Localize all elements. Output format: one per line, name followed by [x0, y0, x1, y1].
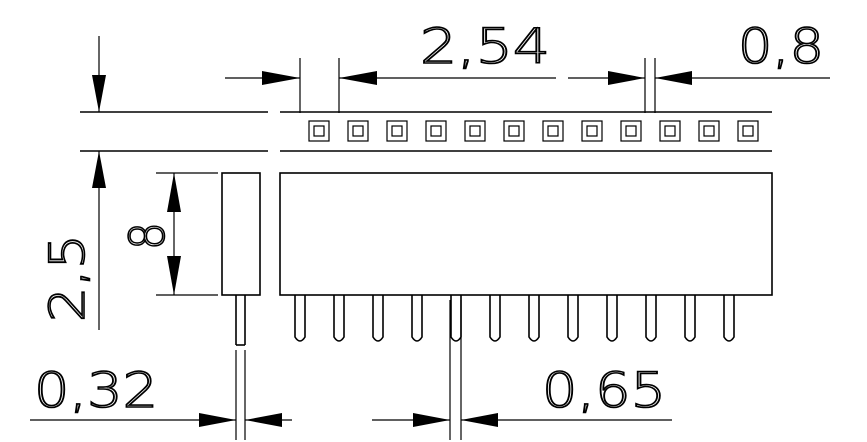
pad-row [308, 120, 759, 142]
pin [450, 295, 462, 342]
row-height-label: 2,5 [40, 234, 96, 322]
body-height-dimension: 8 [119, 172, 218, 296]
pin [294, 295, 306, 342]
pad [386, 120, 408, 142]
pin [528, 295, 540, 342]
pad-width-dimension: 0,8 [568, 18, 830, 113]
pad [425, 120, 447, 142]
pad [737, 120, 759, 142]
pitch-dimension: 2,54 [225, 18, 556, 113]
pin [606, 295, 618, 342]
pin [333, 295, 345, 342]
end-view [221, 172, 261, 346]
pin [645, 295, 657, 342]
pad [464, 120, 486, 142]
pin [372, 295, 384, 342]
pad [503, 120, 525, 142]
pin [723, 295, 735, 342]
pad-width-label: 0,8 [738, 19, 824, 75]
pin [567, 295, 579, 342]
row-height-dimension: 2,5 [39, 36, 106, 330]
pad [308, 120, 330, 142]
pin [411, 295, 423, 342]
pad [347, 120, 369, 142]
connector-body [279, 172, 773, 342]
body-height-label: 8 [120, 222, 176, 250]
pad [581, 120, 603, 142]
pin-row [294, 295, 735, 342]
pitch-label: 2,54 [420, 19, 550, 75]
pin-spacing-label: 0,65 [542, 363, 666, 419]
pad-strip [80, 111, 772, 152]
pin [684, 295, 696, 342]
pin-spacing-dimension: 0,65 [372, 300, 672, 440]
pin [489, 295, 501, 342]
pad [542, 120, 564, 142]
pin-width-dimension: 0,32 [30, 350, 292, 440]
pin-width-label: 0,32 [34, 363, 158, 419]
pad [698, 120, 720, 142]
pad [659, 120, 681, 142]
pad [620, 120, 642, 142]
